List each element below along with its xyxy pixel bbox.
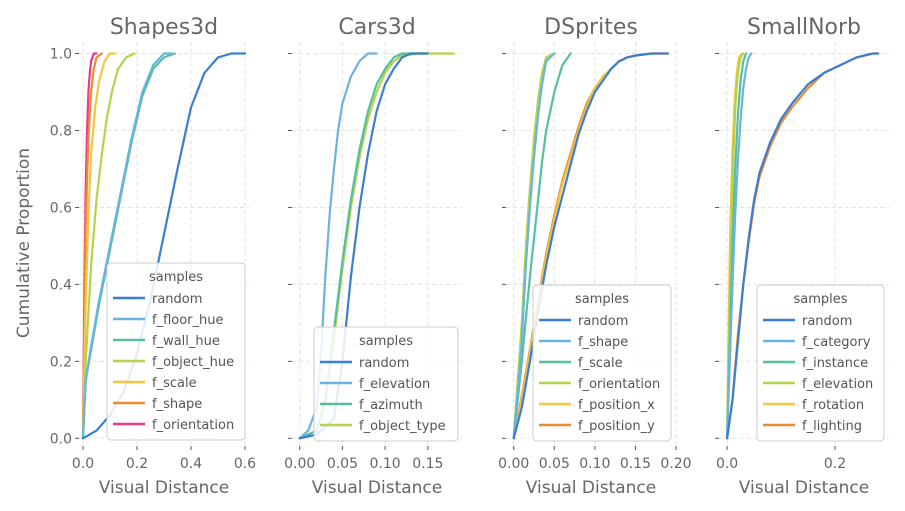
legend-box: [532, 284, 672, 442]
legend-label: f_orientation: [152, 418, 234, 433]
series-line-f_scale: [512, 52, 572, 440]
x-tick-label: 0.15: [620, 456, 651, 472]
x-tick-label: 0.4: [180, 456, 202, 472]
series-line-f_object_hue: [81, 52, 136, 440]
legend-label: f_floor_hue: [152, 313, 224, 328]
legend-label: f_object_hue: [152, 355, 234, 370]
legend-label: f_elevation: [359, 377, 430, 392]
legend-label: f_orientation: [578, 377, 660, 392]
panel-1: Cars3d 0.00 0.05 0.10 0.15 Visual Distance sam…: [284, 15, 462, 498]
legend: samples random f_category f_instance f_eleva…: [756, 284, 885, 442]
legend-label: f_scale: [578, 356, 623, 371]
y-tick-label: 0.8: [50, 123, 72, 139]
x-tick-label: 0.05: [539, 456, 570, 472]
legend-box: [313, 326, 459, 442]
panel-title: Cars3d: [338, 15, 415, 40]
y-tick-label: 0.4: [50, 277, 72, 293]
series-line-random: [725, 52, 880, 440]
legend-label: f_instance: [802, 356, 868, 371]
x-axis-label: Visual Distance: [99, 478, 230, 498]
x-tick-label: 0.10: [370, 456, 401, 472]
legend-label: random: [359, 356, 409, 371]
legend-title: samples: [149, 270, 203, 285]
legend-label: f_azimuth: [359, 398, 423, 413]
panel-0: Shapes3d 0.0 0.2 0.4 0.6 0.0 0.2 0.4 0.6 0.8 1.0 Vi…: [50, 15, 256, 498]
legend-label: f_rotation: [802, 398, 864, 413]
legend-label: random: [578, 314, 628, 329]
y-axis-label: Cumulative Proportion: [14, 148, 34, 338]
x-tick-label: 0.05: [327, 456, 358, 472]
panels: Shapes3d 0.0 0.2 0.4 0.6 0.0 0.2 0.4 0.6 0.8 1.0 Vi…: [50, 15, 889, 498]
x-tick-label: 0.6: [234, 456, 256, 472]
legend-box: [106, 262, 246, 441]
y-tick-label: 0.2: [50, 354, 72, 370]
series-line-f_floor_hue: [81, 52, 174, 440]
legend-label: f_shape: [152, 397, 202, 412]
legend-label: f_scale: [152, 376, 197, 391]
x-tick-label: 0.00: [498, 456, 529, 472]
y-tick-label: 0.6: [50, 200, 72, 216]
x-axis-label: Visual Distance: [526, 478, 657, 498]
x-tick-label: 0.15: [412, 456, 443, 472]
legend-label: random: [802, 314, 852, 329]
legend-label: f_lighting: [802, 419, 862, 434]
legend: samples random f_shape f_scale f_orientation…: [532, 284, 672, 442]
x-tick-label: 0.00: [284, 456, 315, 472]
legend: samples random f_floor_hue f_wall_hue f_obje…: [106, 262, 246, 441]
legend-title: samples: [359, 334, 413, 349]
legend-title: samples: [793, 292, 847, 307]
y-tick-label: 0.0: [50, 431, 72, 447]
legend: samples random f_elevation f_azimuth f_objec…: [313, 326, 459, 442]
legend-box: [756, 284, 885, 442]
legend-label: f_wall_hue: [152, 334, 220, 349]
x-axis-label: Visual Distance: [312, 478, 443, 498]
y-tick-label: 1.0: [50, 47, 72, 63]
x-tick-label: 0.10: [579, 456, 610, 472]
legend-title: samples: [575, 292, 629, 307]
legend-label: f_category: [802, 335, 871, 350]
x-axis-label: Visual Distance: [739, 478, 870, 498]
series-line-f_shape: [512, 52, 556, 440]
panel-title: Shapes3d: [110, 15, 218, 40]
panel-3: SmallNorb 0.0 0.2 Visual Distance samples ran…: [715, 15, 889, 498]
legend-label: f_position_x: [578, 398, 655, 413]
legend-label: random: [152, 292, 202, 307]
legend-label: f_object_type: [359, 419, 446, 434]
legend-label: f_position_y: [578, 419, 655, 434]
x-tick-label: 0.0: [716, 456, 738, 472]
series-line-f_category: [725, 52, 753, 440]
panel-title: SmallNorb: [747, 15, 861, 40]
x-tick-label: 0.20: [660, 456, 691, 472]
legend-label: f_shape: [578, 335, 628, 350]
x-tick-label: 0.0: [72, 456, 94, 472]
series-line-f_elevation: [725, 52, 745, 440]
x-tick-label: 0.2: [824, 456, 846, 472]
panel-title: DSprites: [544, 15, 638, 40]
x-tick-label: 0.2: [126, 456, 148, 472]
series-line-f_scale: [81, 52, 117, 440]
legend-label: f_elevation: [802, 377, 873, 392]
